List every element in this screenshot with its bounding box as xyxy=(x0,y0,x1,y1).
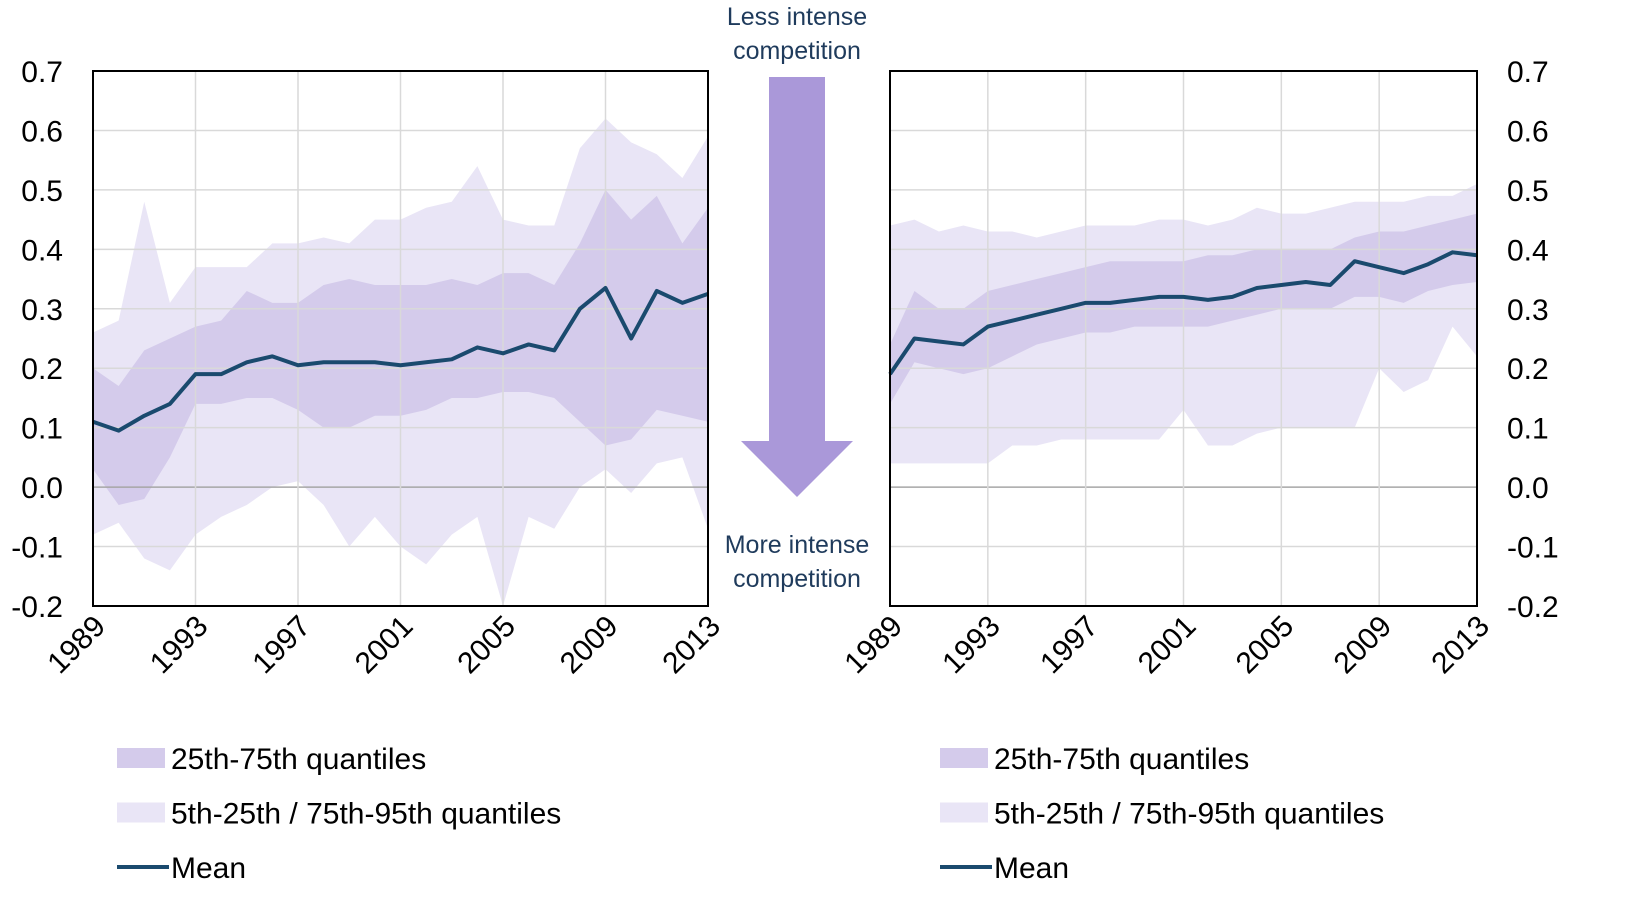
legend-swatch xyxy=(940,802,988,823)
y-tick-label: 0.0 xyxy=(1507,472,1549,505)
y-tick-label: 0.1 xyxy=(1507,413,1549,446)
x-tick-label: 2005 xyxy=(451,610,522,681)
y-tick-label: 0.5 xyxy=(1507,175,1549,208)
legend-swatch xyxy=(117,748,165,768)
y-tick-label: 0.1 xyxy=(21,413,63,446)
legend-swatch xyxy=(940,748,988,768)
y-tick-label: 0.2 xyxy=(21,353,63,386)
x-tick-label: 1997 xyxy=(1034,610,1105,681)
y-tick-label: 0.5 xyxy=(21,175,63,208)
mean-line xyxy=(888,250,1478,376)
x-tick-label: 2009 xyxy=(1328,610,1399,681)
y-tick-label: 0.3 xyxy=(1507,294,1549,327)
legend-label: 5th-25th / 75th-95th quantiles xyxy=(994,798,1384,831)
x-tick-label: 2001 xyxy=(1132,610,1203,681)
legend-swatch xyxy=(117,802,165,823)
y-tick-label: 0.7 xyxy=(1507,56,1549,89)
annotation-bottom: More intense competition xyxy=(724,531,870,593)
x-tick-label: 2013 xyxy=(656,610,727,681)
legend-label: 5th-25th / 75th-95th quantiles xyxy=(171,798,561,831)
y-tick-label: 0.4 xyxy=(1507,234,1549,267)
x-tick-label: 1993 xyxy=(936,610,1007,681)
annotation-top: Less intense competition xyxy=(726,3,868,65)
y-tick-label: -0.2 xyxy=(11,591,63,624)
y-tick-label: 0.2 xyxy=(1507,353,1549,386)
legend-label: 25th-75th quantiles xyxy=(171,743,426,776)
y-tick-label: 0.3 xyxy=(21,294,63,327)
y-tick-label: 0.6 xyxy=(21,115,63,148)
y-tick-label: -0.1 xyxy=(11,532,63,565)
y-tick-label: 0.7 xyxy=(21,56,63,89)
x-tick-label: 1989 xyxy=(838,610,909,681)
x-tick-label: 2001 xyxy=(349,610,420,681)
y-tick-label: 0.0 xyxy=(21,472,63,505)
y-tick-label: -0.1 xyxy=(1507,532,1559,565)
legend-label: Mean xyxy=(171,852,246,885)
plot-frame xyxy=(92,70,709,607)
legend-label: Mean xyxy=(994,852,1069,885)
x-tick-label: 2005 xyxy=(1230,610,1301,681)
x-tick-label: 2013 xyxy=(1425,610,1496,681)
y-tick-label: 0.4 xyxy=(21,234,63,267)
y-tick-label: -0.2 xyxy=(1507,591,1559,624)
plot-frame xyxy=(889,70,1478,607)
mean-line xyxy=(92,285,709,433)
arrow xyxy=(741,77,853,497)
x-tick-label: 2009 xyxy=(554,610,625,681)
x-tick-label: 1993 xyxy=(144,610,215,681)
legend-label: 25th-75th quantiles xyxy=(994,743,1249,776)
y-tick-label: 0.6 xyxy=(1507,115,1549,148)
x-tick-label: 1997 xyxy=(246,610,317,681)
